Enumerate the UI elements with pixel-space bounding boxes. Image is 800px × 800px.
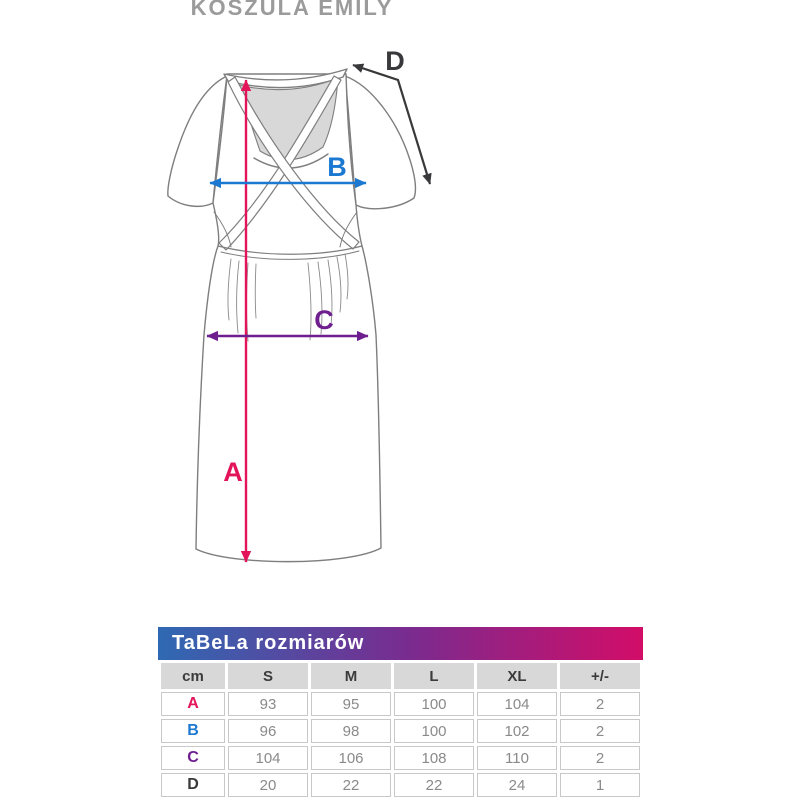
value-a-xl: 104 — [477, 692, 557, 716]
value-d-tolerance: 1 — [560, 773, 640, 797]
value-c-m: 106 — [311, 746, 391, 770]
left-bust-curve — [213, 211, 232, 248]
unit-header-cell: cm — [161, 663, 225, 689]
value-a-l: 100 — [394, 692, 474, 716]
right-sleeve — [344, 75, 417, 210]
garment-diagram: A B C D — [167, 46, 432, 563]
row-label-d: D — [161, 773, 225, 797]
table-row-b: B 96 98 100 102 2 — [161, 719, 640, 743]
col-header-tolerance: +/- — [560, 663, 640, 689]
value-a-tolerance: 2 — [560, 692, 640, 716]
left-sleeve — [167, 75, 228, 208]
size-table-title-bar: TaBeLa rozmiarów — [158, 627, 643, 660]
value-b-xl: 102 — [477, 719, 557, 743]
measure-label-c: C — [314, 305, 334, 335]
value-b-s: 96 — [228, 719, 308, 743]
row-label-c: C — [161, 746, 225, 770]
table-row-a: A 93 95 100 104 2 — [161, 692, 640, 716]
value-b-m: 98 — [311, 719, 391, 743]
value-c-tolerance: 2 — [560, 746, 640, 770]
table-row-d: D 20 22 22 24 1 — [161, 773, 640, 797]
table-row-c: C 104 106 108 110 2 — [161, 746, 640, 770]
value-b-tolerance: 2 — [560, 719, 640, 743]
value-d-s: 20 — [228, 773, 308, 797]
measure-label-a: A — [223, 457, 243, 487]
col-header-l: L — [394, 663, 474, 689]
size-table: TaBeLa rozmiarów cm S M L XL +/- A 93 95 — [158, 627, 643, 800]
col-header-xl: XL — [477, 663, 557, 689]
size-table-grid: cm S M L XL +/- A 93 95 100 104 2 — [158, 660, 643, 800]
wrap-strap-right — [218, 75, 342, 251]
value-c-l: 108 — [394, 746, 474, 770]
value-c-s: 104 — [228, 746, 308, 770]
col-header-s: S — [228, 663, 308, 689]
value-d-m: 22 — [311, 773, 391, 797]
size-table-header-row: cm S M L XL +/- — [161, 663, 640, 689]
measure-label-d: D — [385, 46, 405, 76]
measurement-arrow-d — [352, 63, 432, 185]
right-bust-curve — [339, 211, 358, 248]
neckline-band — [223, 68, 348, 89]
value-a-m: 95 — [311, 692, 391, 716]
page-title: KOSZULA EMILY — [190, 0, 394, 20]
value-b-l: 100 — [394, 719, 474, 743]
value-d-l: 22 — [394, 773, 474, 797]
size-table-title: TaBeLa rozmiarów — [172, 632, 365, 654]
row-label-a: A — [161, 692, 225, 716]
dress-drawing — [167, 68, 417, 563]
waist-seam — [217, 245, 363, 255]
value-a-s: 93 — [228, 692, 308, 716]
value-d-xl: 24 — [477, 773, 557, 797]
value-c-xl: 110 — [477, 746, 557, 770]
row-label-b: B — [161, 719, 225, 743]
measure-label-b: B — [327, 152, 347, 182]
col-header-m: M — [311, 663, 391, 689]
